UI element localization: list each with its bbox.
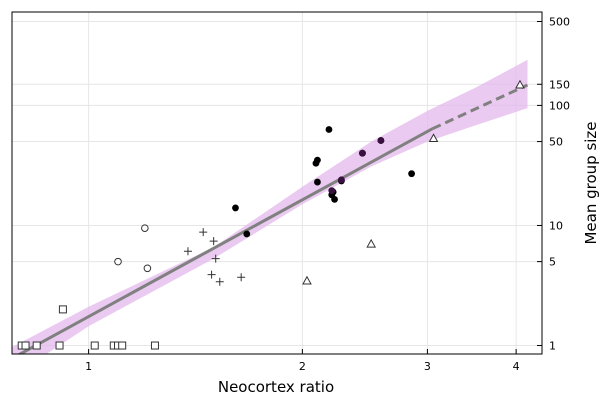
point-square: [32, 341, 41, 350]
x-tick-label: 4: [513, 360, 520, 373]
point-circle-filled-purple: [338, 176, 345, 184]
point-circle-filled: [331, 195, 338, 203]
point-plus: [183, 247, 192, 256]
x-tick-label: 3: [424, 360, 431, 373]
x-axis-label: Neocortex ratio: [218, 378, 334, 396]
plot-frame: [11, 11, 543, 355]
y-tick-label: 50: [549, 136, 563, 149]
y-tick-label: 500: [549, 16, 570, 29]
point-plus: [199, 228, 208, 237]
point-plus: [207, 270, 216, 279]
point-circle-filled: [314, 178, 321, 186]
chart-grid: [12, 12, 542, 354]
y-tick-label: 1: [549, 340, 556, 353]
point-square: [21, 341, 30, 350]
point-circle-open: [141, 224, 149, 232]
point-plus: [215, 277, 224, 286]
point-triangle: [366, 238, 377, 248]
y-tick-label: 150: [549, 78, 570, 91]
point-circle-filled: [314, 156, 321, 164]
fit-line-dashed: [431, 83, 529, 131]
x-tick-label: 2: [299, 360, 306, 373]
point-circle-filled: [243, 230, 251, 238]
y-tick-label: 5: [549, 256, 556, 269]
x-tick-label: 1: [85, 360, 92, 373]
point-circle-filled-purple: [359, 149, 366, 157]
point-triangle: [302, 275, 312, 285]
point-square: [118, 341, 127, 350]
point-square: [150, 341, 159, 350]
x-axis-ticks: 1 2 3 4: [85, 349, 520, 373]
point-circle-filled: [408, 170, 415, 178]
point-square: [90, 341, 99, 350]
fit-line-solid: [17, 127, 434, 354]
data-points: [17, 79, 525, 350]
y-tick-label: 10: [549, 219, 563, 232]
point-circle-open: [143, 264, 152, 273]
point-triangle: [428, 133, 439, 143]
y-tick-label: 100: [549, 99, 570, 112]
point-circle-filled: [325, 126, 333, 133]
confidence-band: [12, 59, 528, 354]
point-circle-filled: [232, 204, 239, 212]
point-triangle: [515, 79, 525, 89]
fit-line: [17, 83, 529, 354]
point-plus: [211, 254, 220, 263]
y-axis-ticks: 1 5 10 50 100 150 500: [537, 16, 570, 353]
confidence-band-area: [12, 59, 528, 354]
point-plus: [237, 273, 246, 282]
point-circle-open: [114, 257, 122, 266]
y-axis-label: Mean group size: [582, 121, 600, 244]
point-circle-filled-purple: [377, 137, 385, 144]
point-circle-filled-purple: [328, 187, 336, 195]
point-square: [55, 341, 64, 350]
point-plus: [209, 237, 218, 246]
point-square: [58, 305, 67, 314]
